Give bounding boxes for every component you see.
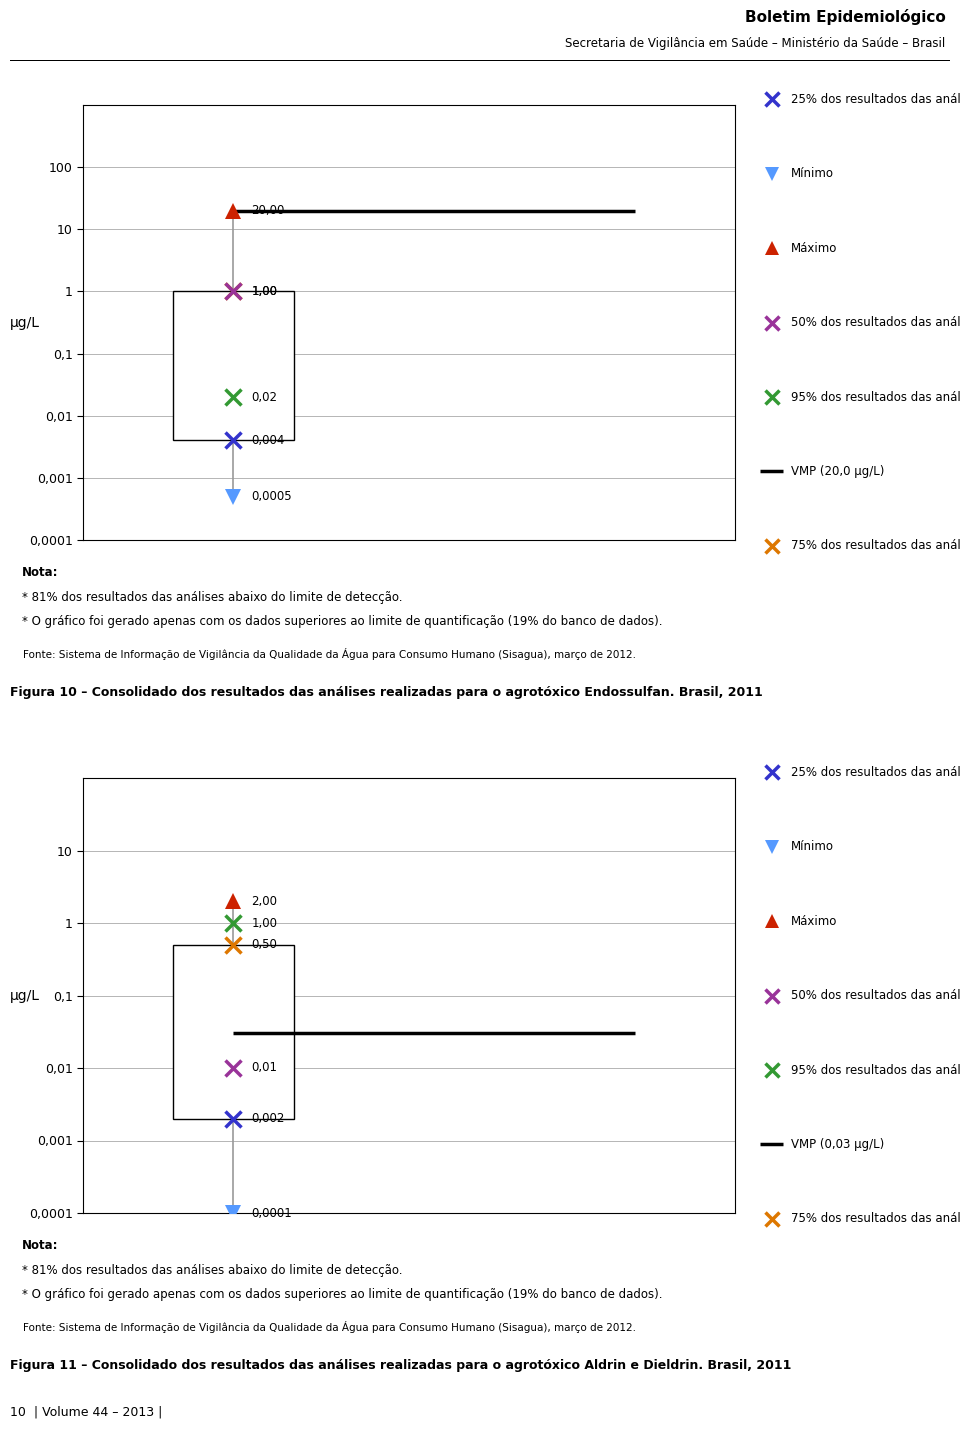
Text: 1,00: 1,00 (252, 284, 277, 297)
Text: * 81% dos resultados das análises abaixo do limite de detecção.: * 81% dos resultados das análises abaixo… (22, 1263, 402, 1276)
Text: 2,00: 2,00 (252, 895, 277, 907)
Text: 25% dos resultados das análises: 25% dos resultados das análises (791, 766, 960, 779)
Text: 10  | Volume 44 – 2013 |: 10 | Volume 44 – 2013 | (10, 1405, 162, 1418)
Text: * O gráfico foi gerado apenas com os dados superiores ao limite de quantificação: * O gráfico foi gerado apenas com os dad… (22, 1289, 662, 1302)
Text: Mínimo: Mínimo (791, 167, 834, 180)
Text: 0,0001: 0,0001 (252, 1206, 292, 1219)
Text: * O gráfico foi gerado apenas com os dados superiores ao limite de quantificação: * O gráfico foi gerado apenas com os dad… (22, 616, 662, 629)
Text: 50% dos resultados das análises: 50% dos resultados das análises (791, 316, 960, 329)
Text: VMP (0,03 μg/L): VMP (0,03 μg/L) (791, 1137, 884, 1150)
Bar (173, 945, 294, 1119)
Text: 0,002: 0,002 (252, 1112, 285, 1125)
Text: 75% dos resultados das análises: 75% dos resultados das análises (791, 1212, 960, 1226)
Text: Boletim Epidemiológico: Boletim Epidemiológico (745, 9, 946, 24)
Text: 25% dos resultados das análises: 25% dos resultados das análises (791, 93, 960, 106)
Text: 0,02: 0,02 (252, 390, 277, 403)
Bar (173, 292, 294, 440)
Text: Mínimo: Mínimo (791, 840, 834, 853)
Text: Fonte: Sistema de Informação de Vigilância da Qualidade da Água para Consumo Hum: Fonte: Sistema de Informação de Vigilânc… (23, 649, 636, 660)
Text: Nota:: Nota: (22, 1239, 59, 1252)
Text: Figura 10 – Consolidado dos resultados das análises realizadas para o agrotóxico: Figura 10 – Consolidado dos resultados d… (10, 686, 762, 699)
Text: VMP (20,0 μg/L): VMP (20,0 μg/L) (791, 464, 884, 477)
Text: 0,50: 0,50 (252, 939, 277, 952)
Text: Fonte: Sistema de Informação de Vigilância da Qualidade da Água para Consumo Hum: Fonte: Sistema de Informação de Vigilânc… (23, 1322, 636, 1333)
Text: 1,00: 1,00 (252, 284, 277, 297)
Text: 95% dos resultados das análises: 95% dos resultados das análises (791, 390, 960, 403)
Text: 50% dos resultados das análises: 50% dos resultados das análises (791, 989, 960, 1002)
Text: 95% dos resultados das análises: 95% dos resultados das análises (791, 1063, 960, 1076)
Text: 1,00: 1,00 (252, 916, 277, 929)
Text: Figura 11 – Consolidado dos resultados das análises realizadas para o agrotóxico: Figura 11 – Consolidado dos resultados d… (10, 1359, 791, 1372)
Y-axis label: μg/L: μg/L (10, 316, 39, 330)
Y-axis label: μg/L: μg/L (10, 989, 39, 1003)
Text: 75% dos resultados das análises: 75% dos resultados das análises (791, 539, 960, 553)
Text: Máximo: Máximo (791, 915, 837, 927)
Text: 20,00: 20,00 (252, 204, 285, 217)
Text: 0,01: 0,01 (252, 1062, 277, 1075)
Text: * 81% dos resultados das análises abaixo do limite de detecção.: * 81% dos resultados das análises abaixo… (22, 590, 402, 603)
Text: Nota:: Nota: (22, 566, 59, 579)
Text: 0,0005: 0,0005 (252, 490, 292, 503)
Text: 0,004: 0,004 (252, 434, 285, 447)
Text: Secretaria de Vigilância em Saúde – Ministério da Saúde – Brasil: Secretaria de Vigilância em Saúde – Mini… (565, 37, 946, 50)
Text: Máximo: Máximo (791, 242, 837, 254)
